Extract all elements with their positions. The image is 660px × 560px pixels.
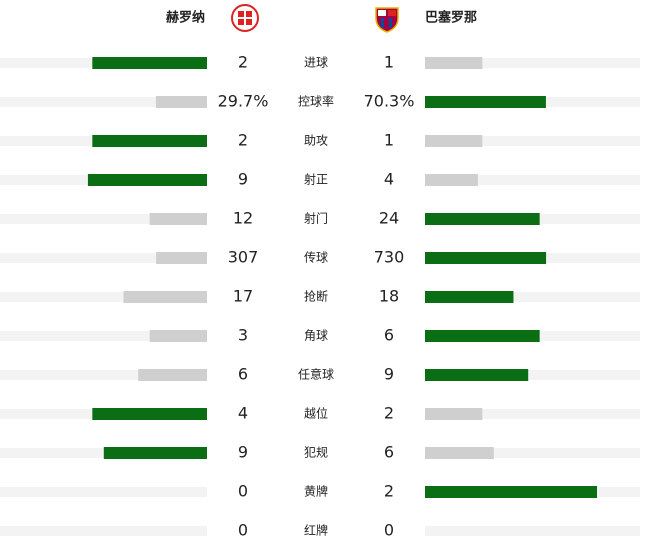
track (425, 175, 640, 185)
track (0, 448, 207, 458)
home-value: 9 (238, 443, 248, 462)
home-bar (123, 291, 207, 303)
home-team-name: 赫罗纳 (166, 10, 205, 26)
track (0, 253, 207, 263)
home-bar (92, 408, 207, 420)
home-value: 3 (238, 326, 248, 345)
away-value: 730 (374, 248, 405, 267)
home-value: 2 (238, 53, 248, 72)
stat-label: 射正 (304, 172, 328, 187)
away-value: 70.3% (364, 92, 415, 111)
home-value: 29.7% (218, 92, 269, 111)
stat-label: 传球 (304, 250, 328, 265)
away-bar (425, 213, 540, 225)
away-value: 1 (384, 131, 394, 150)
track (425, 136, 640, 146)
home-bar (149, 213, 207, 225)
stat-label: 角球 (304, 329, 328, 343)
home-bar (103, 447, 207, 459)
away-value: 0 (384, 521, 394, 540)
stat-label: 犯规 (304, 445, 328, 460)
track (0, 331, 207, 341)
home-logo (231, 4, 259, 32)
away-bar (425, 447, 494, 459)
home-bar (138, 369, 207, 381)
track (425, 370, 640, 380)
away-value: 2 (384, 404, 394, 423)
stat-label: 射门 (304, 211, 328, 226)
home-value: 4 (238, 404, 248, 423)
track (0, 214, 207, 224)
home-bar (87, 174, 207, 186)
home-value: 0 (238, 521, 248, 540)
stat-label: 越位 (304, 406, 328, 421)
away-value: 24 (379, 209, 399, 228)
away-bar (425, 96, 546, 108)
away-bar (425, 252, 547, 264)
home-value: 0 (238, 482, 248, 501)
stat-label: 红牌 (304, 523, 328, 538)
home-value: 307 (228, 248, 259, 267)
away-bar (425, 486, 597, 498)
track (425, 409, 640, 419)
away-value: 6 (384, 443, 394, 462)
stat-label: 进球 (304, 56, 328, 70)
stat-label: 抢断 (304, 289, 328, 304)
track (0, 370, 207, 380)
home-bar (156, 252, 207, 264)
away-value: 4 (384, 170, 394, 189)
track (0, 97, 207, 107)
home-bar (155, 96, 207, 108)
stat-label: 黄牌 (304, 485, 328, 499)
away-bar (425, 330, 540, 342)
home-value: 17 (233, 287, 253, 306)
away-bar (425, 174, 478, 186)
track (0, 292, 207, 302)
away-value: 18 (379, 287, 399, 306)
away-value: 1 (384, 53, 394, 72)
away-bar (425, 369, 529, 381)
away-team-name: 巴塞罗那 (425, 10, 477, 26)
home-value: 12 (233, 209, 253, 228)
away-value: 2 (384, 482, 394, 501)
stat-label: 任意球 (298, 367, 334, 382)
away-logo (375, 7, 399, 33)
track (0, 526, 207, 536)
away-value: 9 (384, 365, 394, 384)
home-bar (149, 330, 207, 342)
home-bar (92, 135, 207, 147)
away-bar (425, 291, 514, 303)
home-value: 6 (238, 365, 248, 384)
track (425, 448, 640, 458)
home-value: 9 (238, 170, 248, 189)
home-bar (92, 57, 207, 69)
track (425, 58, 640, 68)
away-bar (425, 408, 483, 420)
stat-label: 控球率 (298, 94, 334, 109)
away-bar (425, 57, 483, 69)
stat-label: 助攻 (304, 134, 328, 148)
away-value: 6 (384, 326, 394, 345)
track (425, 526, 640, 536)
away-bar (425, 135, 483, 147)
home-value: 2 (238, 131, 248, 150)
track (0, 487, 207, 497)
track (425, 292, 640, 302)
